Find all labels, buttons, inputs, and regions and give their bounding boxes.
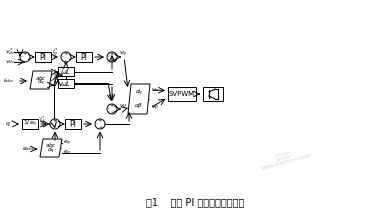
Text: PI: PI <box>81 52 87 61</box>
Text: $\omega L$: $\omega L$ <box>60 79 72 88</box>
Text: $e_q$: $e_q$ <box>63 138 71 148</box>
Text: SVPWM: SVPWM <box>169 91 195 97</box>
Polygon shape <box>40 139 62 157</box>
Bar <box>76 52 92 62</box>
Text: $\omega L$: $\omega L$ <box>60 67 72 76</box>
Text: $i_q^*$: $i_q^*$ <box>52 47 59 59</box>
Circle shape <box>107 104 117 114</box>
Text: $q^*$: $q^*$ <box>5 119 14 129</box>
Text: $v_{dc}$: $v_{dc}$ <box>5 58 16 66</box>
Text: $i_q$: $i_q$ <box>53 68 59 78</box>
Text: +: + <box>110 103 113 108</box>
Text: $d_q$: $d_q$ <box>47 146 55 156</box>
Text: $e_q$: $e_q$ <box>63 148 71 158</box>
Text: +: + <box>98 125 103 130</box>
Text: +: + <box>64 51 68 56</box>
Text: $1/e_q$: $1/e_q$ <box>23 119 37 129</box>
Text: -: - <box>108 55 109 59</box>
Bar <box>22 119 38 129</box>
Text: +: + <box>110 51 113 56</box>
Text: $i_d$: $i_d$ <box>53 78 60 87</box>
Text: +: + <box>98 118 101 123</box>
Text: $\alpha\beta$: $\alpha\beta$ <box>134 101 144 110</box>
Text: $i_q$: $i_q$ <box>63 59 69 69</box>
Text: +: + <box>110 110 115 115</box>
Circle shape <box>61 52 71 62</box>
Text: $v_\beta$: $v_\beta$ <box>151 103 160 113</box>
Text: $e_{abc}$: $e_{abc}$ <box>22 145 35 153</box>
Polygon shape <box>30 71 52 89</box>
Circle shape <box>50 119 60 129</box>
Text: $v_{dc}^*$: $v_{dc}^*$ <box>5 47 16 57</box>
Text: +: + <box>110 58 115 63</box>
Bar <box>203 87 223 101</box>
Bar <box>58 67 74 76</box>
Text: 图1    同步 PI 电流控制原理框图: 图1 同步 PI 电流控制原理框图 <box>146 197 244 207</box>
Polygon shape <box>128 84 150 114</box>
Circle shape <box>20 52 30 62</box>
Text: $d_q$: $d_q$ <box>135 87 143 98</box>
Bar <box>168 87 196 101</box>
Text: +: + <box>23 51 27 56</box>
Text: $i_d^*$: $i_d^*$ <box>39 115 46 125</box>
Circle shape <box>95 119 105 129</box>
Text: $d_q$: $d_q$ <box>37 78 45 88</box>
Bar <box>65 119 81 129</box>
Bar <box>58 79 74 88</box>
Text: PI: PI <box>69 119 76 128</box>
Text: PI: PI <box>39 52 46 61</box>
Text: $v_q$: $v_q$ <box>119 49 127 59</box>
Text: $abc$: $abc$ <box>35 74 47 82</box>
Text: $v_\alpha$: $v_\alpha$ <box>151 86 160 94</box>
Text: $v_d$: $v_d$ <box>119 102 128 110</box>
Text: $i_{abc}$: $i_{abc}$ <box>3 77 14 85</box>
Text: -: - <box>108 107 109 111</box>
Text: +: + <box>53 118 57 123</box>
Circle shape <box>107 52 117 62</box>
Text: $abc$: $abc$ <box>45 141 57 149</box>
Text: 电子发烧友
www.elecfans.com: 电子发烧友 www.elecfans.com <box>259 147 311 171</box>
Text: -: - <box>96 122 98 126</box>
Text: -: - <box>62 55 63 59</box>
Text: -: - <box>51 122 52 126</box>
Bar <box>35 52 51 62</box>
Text: -: - <box>21 55 22 59</box>
